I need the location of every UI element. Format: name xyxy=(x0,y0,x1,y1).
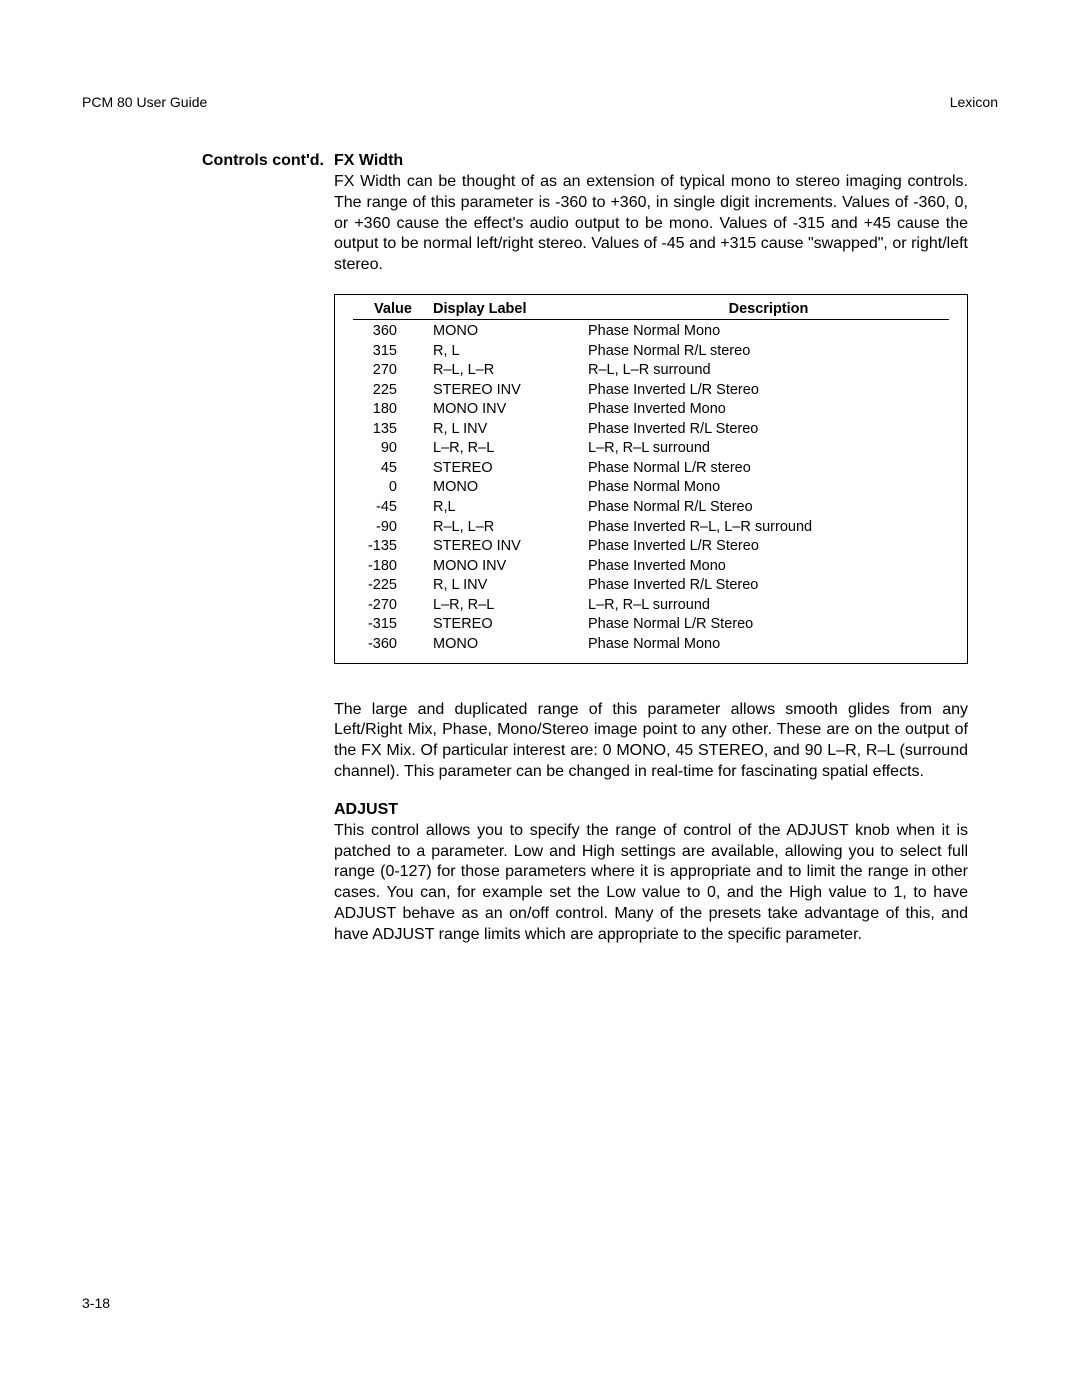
table-row: 90L–R, R–LL–R, R–L surround xyxy=(353,439,949,459)
table-row: 45STEREOPhase Normal L/R stereo xyxy=(353,459,949,479)
cell-value: 135 xyxy=(353,420,433,440)
cell-desc: Phase Normal R/L stereo xyxy=(588,342,949,362)
adjust-para: This control allows you to specify the r… xyxy=(334,821,968,946)
cell-label: MONO xyxy=(433,319,588,341)
cell-label: R,L xyxy=(433,498,588,518)
header-left: PCM 80 User Guide xyxy=(82,94,207,110)
cell-label: STEREO xyxy=(433,615,588,635)
cell-label: R–L, L–R xyxy=(433,518,588,538)
table-row: -45R,LPhase Normal R/L Stereo xyxy=(353,498,949,518)
page-number: 3-18 xyxy=(82,1295,110,1311)
cell-value: -270 xyxy=(353,596,433,616)
cell-desc: L–R, R–L surround xyxy=(588,439,949,459)
table-row: 270R–L, L–RR–L, L–R surround xyxy=(353,361,949,381)
cell-desc: Phase Normal Mono xyxy=(588,319,949,341)
header-right: Lexicon xyxy=(950,94,998,110)
cell-value: 45 xyxy=(353,459,433,479)
cell-desc: Phase Inverted L/R Stereo xyxy=(588,537,949,557)
cell-desc: Phase Inverted R/L Stereo xyxy=(588,420,949,440)
cell-value: -45 xyxy=(353,498,433,518)
cell-desc: Phase Normal Mono xyxy=(588,478,949,498)
table-row: 225STEREO INVPhase Inverted L/R Stereo xyxy=(353,381,949,401)
cell-value: -315 xyxy=(353,615,433,635)
cell-desc: Phase Inverted R/L Stereo xyxy=(588,576,949,596)
cell-desc: R–L, L–R surround xyxy=(588,361,949,381)
table-row: 180MONO INVPhase Inverted Mono xyxy=(353,400,949,420)
cell-value: -225 xyxy=(353,576,433,596)
table-row: 0MONOPhase Normal Mono xyxy=(353,478,949,498)
fx-width-title: FX Width xyxy=(334,152,968,170)
cell-label: MONO INV xyxy=(433,400,588,420)
table-row: -360MONOPhase Normal Mono xyxy=(353,635,949,655)
cell-desc: Phase Inverted L/R Stereo xyxy=(588,381,949,401)
cell-desc: Phase Inverted Mono xyxy=(588,400,949,420)
cell-label: MONO xyxy=(433,478,588,498)
cell-value: 315 xyxy=(353,342,433,362)
cell-value: -90 xyxy=(353,518,433,538)
table-row: 135R, L INVPhase Inverted R/L Stereo xyxy=(353,420,949,440)
cell-value: 270 xyxy=(353,361,433,381)
cell-value: 90 xyxy=(353,439,433,459)
cell-desc: Phase Inverted R–L, L–R surround xyxy=(588,518,949,538)
table-row: -90R–L, L–RPhase Inverted R–L, L–R surro… xyxy=(353,518,949,538)
cell-value: 0 xyxy=(353,478,433,498)
cell-desc: Phase Normal R/L Stereo xyxy=(588,498,949,518)
cell-value: 180 xyxy=(353,400,433,420)
table-row: 360MONOPhase Normal Mono xyxy=(353,319,949,341)
cell-label: R, L INV xyxy=(433,420,588,440)
sidebar-label: Controls cont'd. xyxy=(82,152,324,170)
cell-label: R, L xyxy=(433,342,588,362)
table-row: -270L–R, R–LL–R, R–L surround xyxy=(353,596,949,616)
table-row: -135STEREO INVPhase Inverted L/R Stereo xyxy=(353,537,949,557)
cell-value: -180 xyxy=(353,557,433,577)
cell-label: R, L INV xyxy=(433,576,588,596)
cell-value: -135 xyxy=(353,537,433,557)
cell-label: L–R, R–L xyxy=(433,596,588,616)
cell-label: STEREO INV xyxy=(433,381,588,401)
cell-value: -360 xyxy=(353,635,433,655)
cell-label: STEREO xyxy=(433,459,588,479)
cell-desc: Phase Normal L/R Stereo xyxy=(588,615,949,635)
fx-width-para: FX Width can be thought of as an extensi… xyxy=(334,172,968,276)
cell-label: MONO INV xyxy=(433,557,588,577)
cell-label: R–L, L–R xyxy=(433,361,588,381)
cell-label: STEREO INV xyxy=(433,537,588,557)
fx-width-table: Value Display Label Description 360MONOP… xyxy=(334,294,968,664)
cell-desc: Phase Normal Mono xyxy=(588,635,949,655)
cell-desc: L–R, R–L surround xyxy=(588,596,949,616)
cell-value: 225 xyxy=(353,381,433,401)
table-row: 315R, LPhase Normal R/L stereo xyxy=(353,342,949,362)
table-row: -180MONO INVPhase Inverted Mono xyxy=(353,557,949,577)
cell-label: MONO xyxy=(433,635,588,655)
th-desc: Description xyxy=(588,301,949,320)
cell-label: L–R, R–L xyxy=(433,439,588,459)
cell-desc: Phase Normal L/R stereo xyxy=(588,459,949,479)
th-label: Display Label xyxy=(433,301,588,320)
fx-width-after-para: The large and duplicated range of this p… xyxy=(334,700,968,783)
cell-desc: Phase Inverted Mono xyxy=(588,557,949,577)
table-row: -315STEREOPhase Normal L/R Stereo xyxy=(353,615,949,635)
adjust-title: ADJUST xyxy=(334,801,968,819)
table-row: -225R, L INVPhase Inverted R/L Stereo xyxy=(353,576,949,596)
cell-value: 360 xyxy=(353,319,433,341)
th-value: Value xyxy=(353,301,433,320)
